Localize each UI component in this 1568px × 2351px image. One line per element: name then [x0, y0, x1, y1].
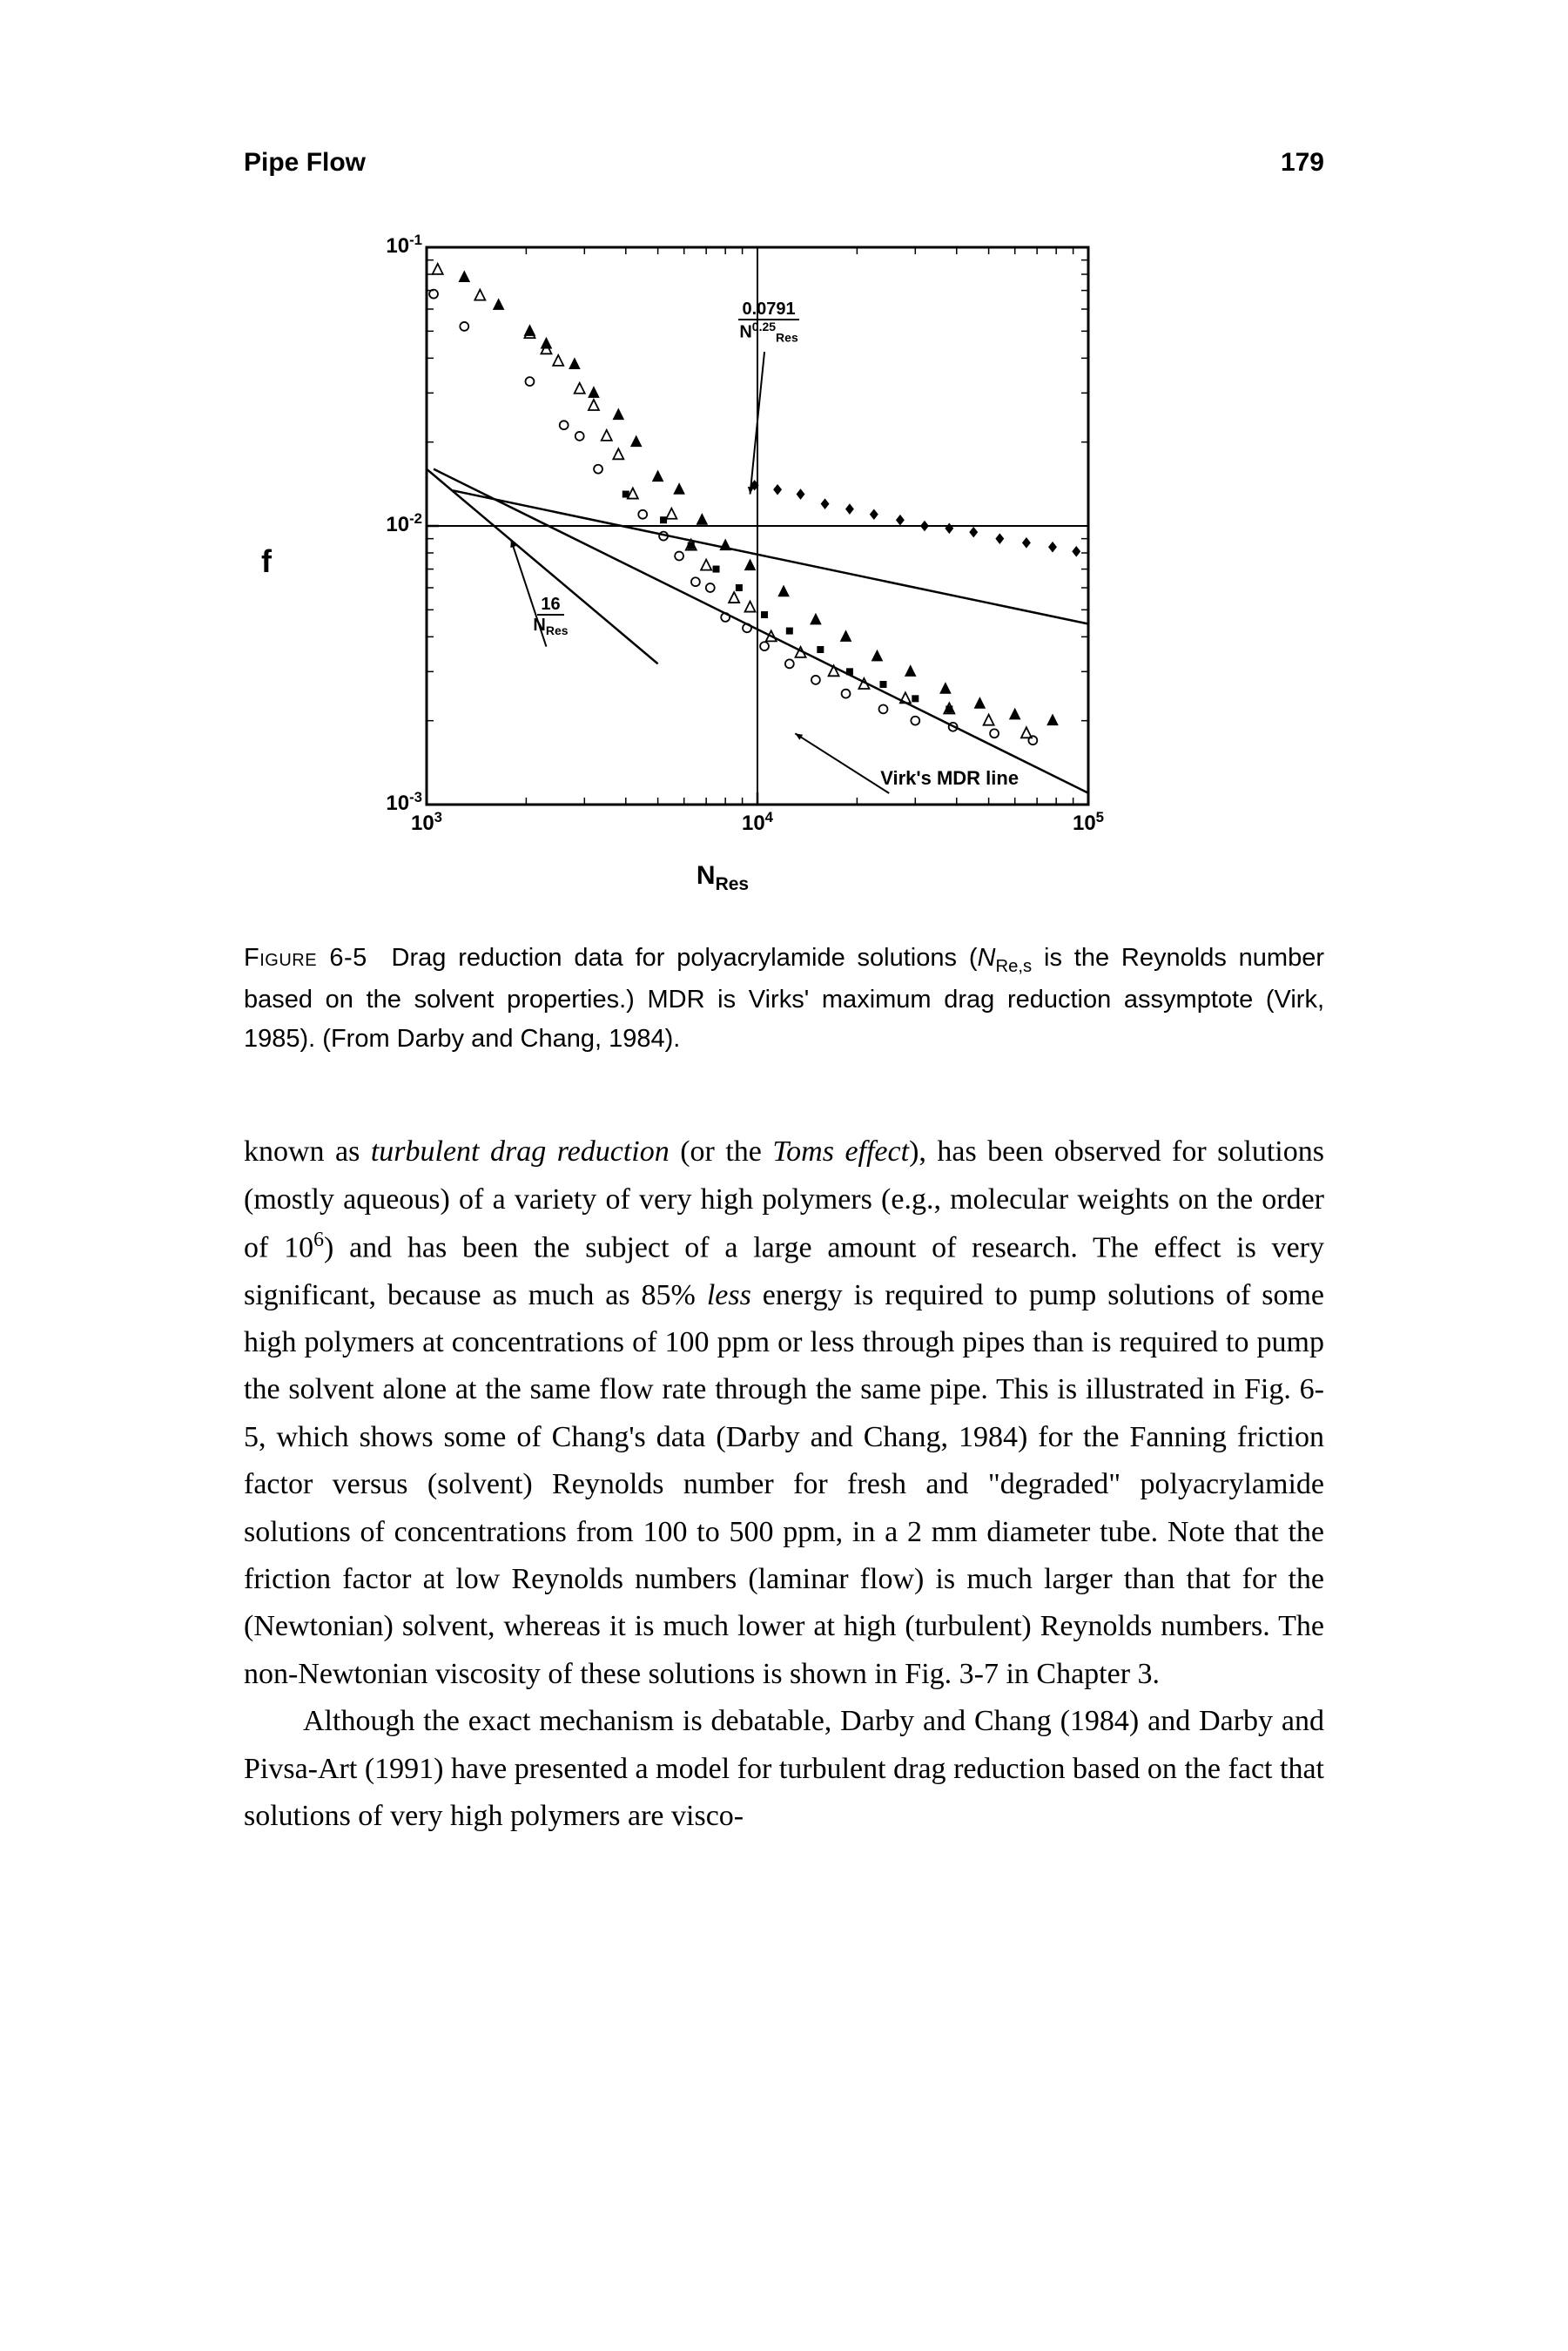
page-header: Pipe Flow 179: [244, 148, 1324, 178]
chapter-title: Pipe Flow: [244, 148, 366, 178]
body-text: known as turbulent drag reduction (or th…: [244, 1128, 1324, 1840]
figure-caption: Figure 6-5 Drag reduction data for polya…: [244, 939, 1324, 1059]
chart-svg: 10310410510-310-210-1 0.0791 N0.25Res 16…: [331, 230, 1114, 857]
caption-text-1: Drag reduction data for polyacrylamide s…: [392, 944, 978, 972]
figure-6-5-chart: f 10310410510-310-210-1 0.0791 N0.25Res …: [331, 230, 1114, 895]
y-axis-label: f: [261, 543, 272, 580]
caption-label: Figure 6-5: [244, 944, 367, 972]
x-axis-label: NRes: [331, 861, 1114, 895]
paragraph-1: known as turbulent drag reduction (or th…: [244, 1128, 1324, 1698]
paragraph-2: Although the exact mechanism is debatabl…: [244, 1698, 1324, 1840]
page-number: 179: [1281, 148, 1324, 178]
